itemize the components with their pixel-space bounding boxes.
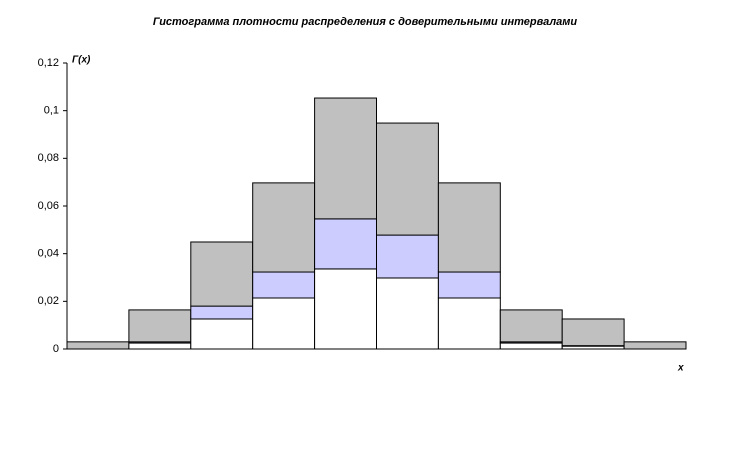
x-axis-label: x [677, 363, 684, 374]
bar-segment [190, 318, 254, 350]
y-tick-label: 0,12 [38, 57, 59, 69]
bar-segment [314, 218, 378, 270]
y-axis-label: Г(x) [72, 55, 91, 66]
bar-segment [561, 318, 625, 347]
bar-segment [499, 342, 563, 350]
y-tick-label: 0,02 [38, 295, 59, 307]
y-tick-label: 0,08 [38, 152, 59, 164]
y-tick-label: 0,06 [38, 200, 59, 212]
y-tick-label: 0,1 [44, 105, 59, 117]
bar-segment [190, 241, 254, 307]
bar-segment [252, 271, 316, 299]
bar-segment [623, 341, 687, 350]
bar-segment [376, 122, 439, 236]
bar-segment [66, 341, 130, 350]
bar-segment [252, 182, 316, 273]
y-tick-label: 0,04 [38, 248, 59, 260]
bar-segment [190, 305, 254, 320]
bar-segment [437, 182, 501, 273]
bar-segment [376, 234, 439, 279]
bar-segment [376, 277, 439, 350]
bar-segment [128, 342, 192, 350]
bar-segment [499, 309, 563, 343]
bar-segment [128, 309, 192, 343]
bar-segment [437, 271, 501, 299]
bar-segment [252, 297, 316, 350]
chart-title: Гистограмма плотности распределения с до… [153, 16, 578, 28]
bar-segment [314, 268, 378, 350]
bar-segment [314, 97, 378, 220]
y-tick-label: 0 [53, 343, 59, 355]
bar-segment [437, 297, 501, 350]
